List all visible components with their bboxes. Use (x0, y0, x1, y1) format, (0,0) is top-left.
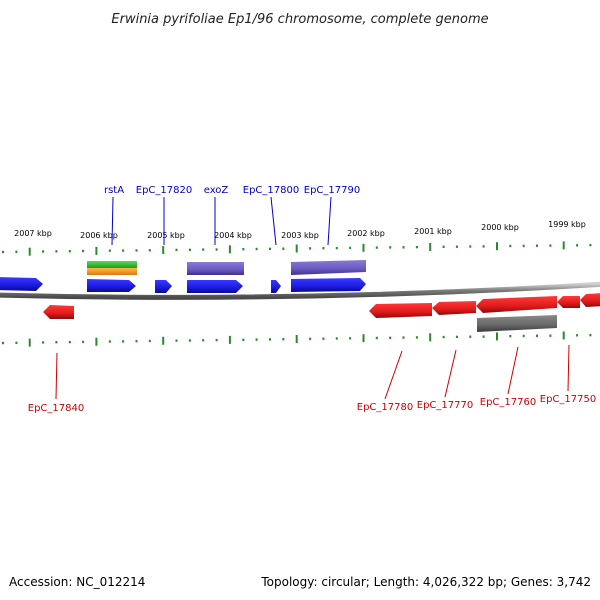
lower-tick-row (2, 331, 592, 347)
cds-arrow-EpC_17820[interactable] (155, 280, 172, 293)
tick-label-2003: 2003 kbp (281, 231, 319, 240)
leader-line-EpC_17790 (327, 196, 332, 246)
gene-label-EpC_17800[interactable]: EpC_17800 (243, 185, 299, 196)
cds-arrow-offscreen-right[interactable] (580, 293, 600, 307)
upper-tick-row (2, 241, 592, 256)
cds-arrow-EpC_17800[interactable] (271, 280, 281, 293)
cds-arrow-EpC_17780[interactable] (369, 303, 432, 318)
accession-text: Accession: NC_012214 (9, 575, 145, 589)
genome-summary-text: Topology: circular; Length: 4,026,322 bp… (260, 575, 591, 589)
rna-feature-orange[interactable] (87, 268, 137, 275)
cds-arrow-exoZ[interactable] (187, 280, 243, 293)
gene-label-EpC_17780[interactable]: EpC_17780 (357, 402, 413, 413)
forward-strand-features (0, 260, 366, 293)
tick-label-2005: 2005 kbp (147, 231, 185, 240)
gene-label-EpC_17760[interactable]: EpC_17760 (480, 397, 536, 408)
cds-arrow-offscreen-left[interactable] (0, 277, 43, 291)
tick-label-2006: 2006 kbp (80, 231, 118, 240)
reverse-strand-features (43, 293, 600, 332)
leader-line-EpC_17750 (567, 344, 570, 392)
ruler-labels: 2007 kbp 2006 kbp 2005 kbp 2004 kbp 2003… (14, 220, 586, 240)
feature-bar-EpC_17760[interactable] (477, 315, 557, 332)
map-title: Erwinia pyrifoliae Ep1/96 chromosome, co… (111, 12, 488, 27)
gene-label-rstA[interactable]: rstA (104, 185, 124, 196)
tick-label-2007: 2007 kbp (14, 229, 52, 238)
reverse-gene-labels: EpC_17840 EpC_17780 EpC_17770 EpC_17760 … (28, 394, 596, 414)
leader-line-rstA (111, 196, 114, 246)
leader-line-EpC_17800 (270, 196, 277, 246)
gene-label-EpC_17840[interactable]: EpC_17840 (28, 403, 84, 414)
leader-line-EpC_17840 (55, 352, 58, 400)
reverse-leader-lines (55, 344, 570, 400)
cds-arrow-EpC_17790[interactable] (291, 278, 366, 292)
gene-label-EpC_17820[interactable]: EpC_17820 (136, 185, 192, 196)
gene-label-exoZ[interactable]: exoZ (204, 185, 229, 196)
cds-arrow-EpC_17750[interactable] (557, 296, 580, 308)
gene-label-EpC_17750[interactable]: EpC_17750 (540, 394, 596, 405)
chromosome-backbone (0, 281, 600, 300)
feature-bar-exoZ[interactable] (187, 262, 244, 275)
forward-gene-labels: rstA EpC_17820 exoZ EpC_17800 EpC_17790 (104, 185, 360, 196)
gene-label-EpC_17790[interactable]: EpC_17790 (304, 185, 360, 196)
leader-line-EpC_17760 (507, 346, 519, 395)
tick-label-2004: 2004 kbp (214, 231, 252, 240)
leader-line-EpC_17780 (384, 350, 403, 400)
forward-leader-lines (111, 196, 332, 246)
cds-arrow-rstA[interactable] (87, 279, 136, 292)
cds-arrow-EpC_17840[interactable] (43, 305, 74, 319)
cds-arrow-EpC_17760[interactable] (476, 296, 557, 313)
tick-label-2000: 2000 kbp (481, 223, 519, 232)
gene-label-EpC_17770[interactable]: EpC_17770 (417, 400, 473, 411)
tick-label-1999: 1999 kbp (548, 220, 586, 229)
tick-label-2001: 2001 kbp (414, 227, 452, 236)
cds-arrow-EpC_17770[interactable] (432, 301, 476, 315)
feature-bar-EpC_17790[interactable] (291, 260, 366, 275)
leader-line-EpC_17770 (444, 349, 457, 398)
rna-feature-green[interactable] (87, 261, 137, 268)
tick-label-2002: 2002 kbp (347, 229, 385, 238)
